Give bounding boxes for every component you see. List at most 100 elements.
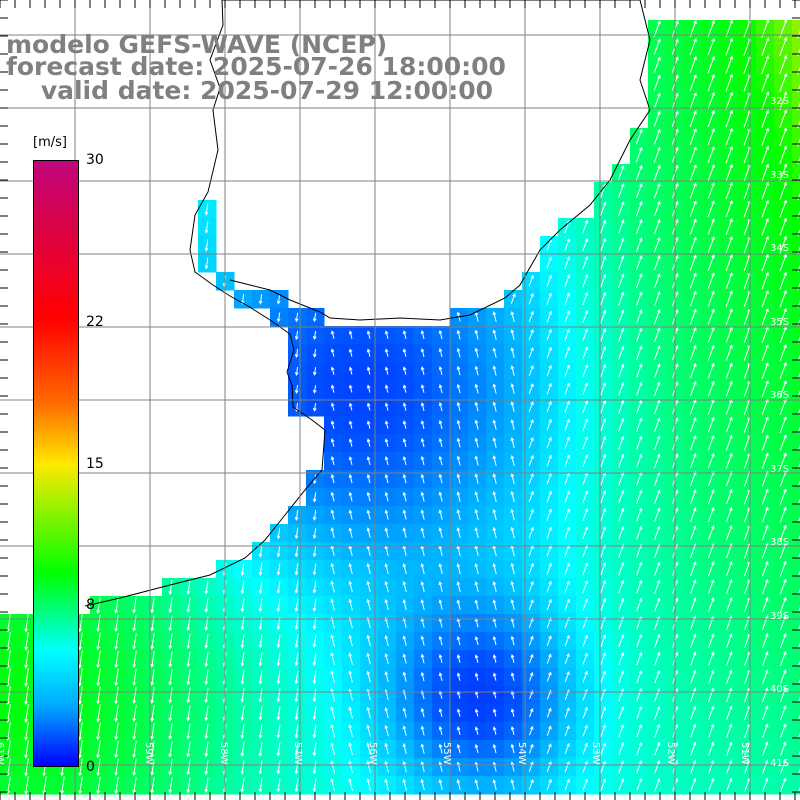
- wind-arrow: [582, 273, 589, 288]
- wind-cell: [792, 632, 800, 651]
- wind-arrow: [761, 199, 769, 218]
- wind-cell: [792, 740, 800, 759]
- wind-arrow: [528, 419, 534, 431]
- wind-arrow: [779, 127, 788, 146]
- wind-arrow: [348, 509, 353, 520]
- wind-arrow: [474, 635, 479, 646]
- wind-arrow: [528, 383, 534, 395]
- wind-cell: [792, 470, 800, 489]
- wind-arrow: [546, 508, 552, 521]
- wind-arrow: [366, 634, 371, 647]
- wind-arrow: [240, 670, 245, 685]
- wind-arrow: [582, 742, 588, 755]
- wind-arrow: [726, 687, 733, 702]
- wind-arrow: [474, 419, 479, 430]
- wind-arrow: [384, 509, 389, 520]
- wind-arrow: [690, 489, 697, 505]
- wind-arrow: [725, 272, 733, 289]
- wind-arrow: [456, 635, 461, 646]
- wind-arrow: [510, 653, 515, 664]
- wind-arrow: [510, 635, 515, 646]
- wind-arrow: [204, 723, 209, 740]
- wind-arrow: [779, 524, 787, 541]
- wind-arrow: [653, 254, 661, 271]
- wind-cell: [792, 218, 800, 237]
- wind-arrow: [636, 759, 643, 774]
- wind-arrow: [402, 438, 407, 447]
- wind-arrow: [492, 437, 497, 448]
- wind-arrow: [330, 491, 335, 502]
- wind-arrow: [797, 426, 800, 434]
- wind-arrow: [456, 473, 461, 484]
- wind-arrow: [366, 348, 371, 357]
- wind-arrow: [546, 671, 552, 682]
- wind-arrow: [474, 562, 479, 575]
- wind-arrow: [510, 365, 515, 376]
- wind-arrow: [492, 347, 497, 358]
- wind-arrow: [438, 563, 443, 575]
- wind-arrow: [761, 596, 769, 613]
- wind-arrow: [797, 444, 800, 452]
- wind-arrow: [96, 704, 101, 723]
- wind-arrow: [474, 455, 479, 466]
- wind-arrow: [653, 92, 661, 109]
- wind-arrow: [618, 760, 625, 774]
- colorbar-tick-label: 15: [86, 455, 104, 472]
- wind-arrow: [636, 687, 643, 702]
- wind-arrow: [761, 55, 770, 75]
- wind-arrow: [420, 635, 425, 646]
- wind-arrow: [384, 760, 389, 773]
- wind-arrow: [708, 615, 715, 630]
- wind-arrow: [348, 598, 353, 611]
- wind-arrow: [24, 686, 29, 705]
- wind-arrow: [582, 328, 589, 342]
- wind-arrow: [797, 210, 800, 218]
- wind-arrow: [654, 633, 661, 648]
- wind-arrow: [276, 581, 281, 594]
- wind-arrow: [150, 651, 155, 668]
- wind-arrow: [779, 488, 787, 505]
- wind-cell: [792, 344, 800, 363]
- wind-arrow: [707, 37, 715, 56]
- wind-arrow: [761, 163, 770, 182]
- wind-arrow: [114, 776, 119, 795]
- wind-arrow: [690, 651, 697, 666]
- wind-arrow: [564, 778, 570, 791]
- wind-arrow: [690, 759, 697, 774]
- wind-arrow: [240, 598, 245, 613]
- wind-arrow: [689, 218, 697, 235]
- wind-cell: [792, 362, 800, 381]
- wind-arrow: [654, 687, 661, 702]
- wind-arrow: [761, 253, 769, 272]
- wind-arrow: [96, 722, 101, 741]
- wind-arrow: [797, 336, 800, 344]
- wind-arrow: [294, 652, 299, 667]
- wind-arrow: [528, 310, 534, 323]
- wind-arrow: [635, 219, 643, 235]
- wind-arrow: [330, 634, 335, 647]
- wind-arrow: [96, 650, 101, 669]
- wind-arrow: [761, 145, 770, 164]
- wind-arrow: [312, 312, 317, 323]
- wind-arrow: [348, 742, 353, 755]
- wind-arrow: [78, 632, 83, 651]
- lon-label: 58W: [217, 742, 229, 765]
- wind-arrow: [635, 182, 643, 199]
- wind-arrow: [78, 740, 83, 759]
- wind-arrow: [582, 310, 589, 324]
- wind-arrow: [240, 580, 245, 595]
- lat-label: 33S: [770, 169, 790, 181]
- wind-arrow: [492, 779, 497, 791]
- wind-arrow: [510, 672, 515, 681]
- wind-arrow: [150, 705, 155, 722]
- wind-arrow: [348, 562, 353, 575]
- wind-arrow: [582, 778, 589, 791]
- wind-arrow: [258, 563, 263, 576]
- wind-arrow: [725, 434, 733, 451]
- wind-arrow: [707, 73, 715, 92]
- wind-arrow: [707, 290, 715, 307]
- wind-arrow: [762, 741, 769, 756]
- wind-arrow: [636, 291, 643, 306]
- wind-arrow: [797, 300, 800, 308]
- wind-arrow: [726, 669, 733, 684]
